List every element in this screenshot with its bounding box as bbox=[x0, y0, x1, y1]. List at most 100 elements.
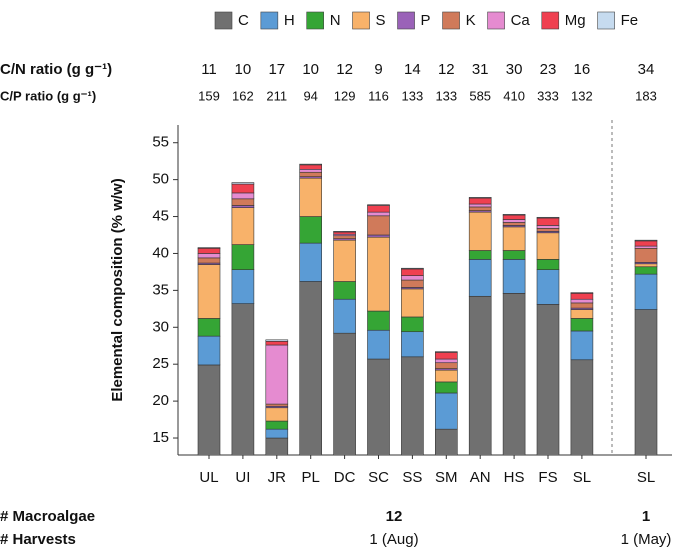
bar-segment bbox=[299, 164, 323, 170]
cn-ratio: 17 bbox=[268, 61, 285, 78]
cp-ratio-label: C/P ratio (g g⁻¹) bbox=[0, 88, 96, 103]
legend-swatch bbox=[397, 11, 415, 30]
bar-segment bbox=[265, 437, 289, 455]
bar-segment bbox=[536, 259, 560, 270]
legend-label: S bbox=[376, 12, 386, 29]
cn-ratio: 12 bbox=[438, 61, 455, 78]
bar-segment bbox=[502, 226, 526, 251]
bar-segment bbox=[401, 268, 424, 276]
y-tick-label: 15 bbox=[152, 429, 169, 446]
x-tick-label: SM bbox=[435, 469, 458, 486]
cp-ratio: 211 bbox=[266, 88, 287, 103]
bars bbox=[197, 163, 658, 455]
legend-label: Ca bbox=[511, 12, 531, 29]
bar-segment bbox=[536, 269, 560, 305]
cp-ratio: 133 bbox=[402, 88, 424, 103]
x-tick-label: PL bbox=[302, 469, 320, 486]
bar-segment bbox=[634, 263, 658, 268]
bar-segment bbox=[401, 316, 424, 333]
y-tick-label: 35 bbox=[152, 281, 169, 298]
cp-ratio: 162 bbox=[232, 88, 254, 103]
bar-segment bbox=[401, 275, 424, 281]
bar-segment bbox=[231, 207, 255, 245]
bar-segment bbox=[299, 281, 323, 455]
bar-segment bbox=[502, 222, 526, 226]
legend-swatch bbox=[597, 11, 615, 30]
bar-segment bbox=[434, 362, 458, 369]
macroalgae-count: 12 bbox=[386, 508, 403, 525]
x-tick-label: DC bbox=[334, 469, 356, 486]
y-axis-label: Elemental composition (% w/w) bbox=[109, 178, 126, 401]
bar-segment bbox=[333, 231, 356, 235]
x-tick-label: SS bbox=[402, 469, 422, 486]
cp-ratio: 183 bbox=[635, 88, 657, 103]
cn-ratio: 16 bbox=[574, 61, 591, 78]
bar-segment bbox=[401, 267, 424, 270]
bar-segment bbox=[197, 264, 221, 319]
bar-segment bbox=[197, 335, 221, 366]
bar-segment bbox=[265, 420, 289, 430]
bar-segment bbox=[634, 266, 658, 275]
cp-ratio: 133 bbox=[435, 88, 457, 103]
legend-swatch bbox=[487, 11, 505, 30]
bar-segment bbox=[197, 253, 221, 259]
bar-segment bbox=[468, 295, 492, 455]
bar-segment bbox=[634, 245, 658, 249]
bar-segment bbox=[265, 428, 289, 439]
bar-segment bbox=[231, 269, 255, 304]
bar-segment bbox=[434, 358, 458, 364]
legend-label: Fe bbox=[621, 12, 639, 29]
bar-segment bbox=[299, 242, 323, 282]
cn-ratio-label: C/N ratio (g g⁻¹) bbox=[0, 61, 112, 78]
bar-segment bbox=[634, 239, 658, 242]
bar-segment bbox=[502, 214, 526, 216]
cn-ratio: 12 bbox=[336, 61, 353, 78]
legend-label: P bbox=[421, 12, 431, 29]
bar-segment bbox=[401, 356, 424, 455]
cn-ratio: 10 bbox=[235, 61, 252, 78]
bar-segment bbox=[536, 232, 560, 260]
y-tick-label: 55 bbox=[152, 134, 169, 151]
y-tick-label: 50 bbox=[152, 171, 169, 188]
x-tick-label: AN bbox=[470, 469, 491, 486]
bar-segment bbox=[333, 298, 356, 334]
bar-segment bbox=[536, 217, 560, 226]
bar-segment bbox=[367, 310, 390, 331]
cn-ratio: 31 bbox=[472, 61, 489, 78]
legend-swatch bbox=[214, 11, 233, 30]
bar-segment bbox=[570, 318, 594, 332]
cp-ratio: 129 bbox=[334, 88, 356, 103]
bar-segment bbox=[634, 247, 658, 263]
bar-segment bbox=[333, 281, 356, 300]
bar-segment bbox=[231, 198, 255, 206]
legend-swatch bbox=[442, 11, 460, 30]
cn-ratio: 10 bbox=[302, 61, 319, 78]
bar-segment bbox=[434, 392, 458, 430]
bar-segment bbox=[502, 219, 526, 223]
bar-segment bbox=[570, 309, 594, 319]
cp-ratio: 333 bbox=[537, 88, 559, 103]
bar-segment bbox=[634, 273, 658, 310]
harvests-label: # Harvests bbox=[0, 531, 76, 547]
bar-segment bbox=[536, 304, 560, 455]
bar-segment bbox=[197, 247, 221, 249]
cp-ratio: 585 bbox=[469, 88, 491, 103]
bar-segment bbox=[570, 292, 594, 294]
bar-segment bbox=[367, 204, 390, 206]
bar-segment bbox=[231, 205, 255, 208]
bar-segment bbox=[570, 298, 594, 304]
bar-segment bbox=[299, 216, 323, 244]
bar-segment bbox=[468, 259, 492, 297]
bar-segment bbox=[536, 228, 560, 232]
bar-segment bbox=[333, 332, 356, 455]
x-tick-label: SL bbox=[637, 469, 655, 486]
harvest-count: 1 (May) bbox=[621, 531, 672, 547]
bar-segment bbox=[231, 244, 255, 270]
legend-swatch bbox=[541, 11, 560, 30]
bar-segment bbox=[333, 235, 356, 239]
x-tick-label: HS bbox=[504, 469, 525, 486]
x-tick-label: SL bbox=[573, 469, 591, 486]
bar-segment bbox=[231, 303, 255, 455]
bar-segment bbox=[197, 247, 221, 254]
